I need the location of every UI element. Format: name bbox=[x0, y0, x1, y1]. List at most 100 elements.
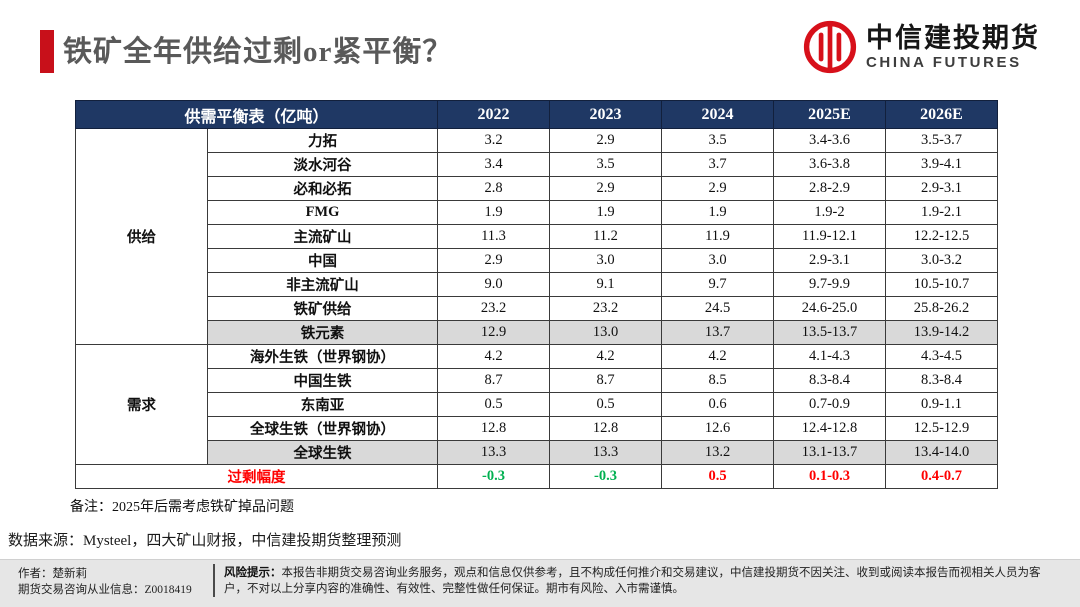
value-cell: 4.2 bbox=[661, 344, 774, 369]
logo-text-block: 中信建投期货 CHINA FUTURES bbox=[866, 23, 1040, 72]
year-column-header: 2022 bbox=[437, 100, 550, 129]
group-label: 需求 bbox=[75, 344, 208, 465]
value-cell: 1.9-2 bbox=[773, 200, 886, 225]
row-label: 主流矿山 bbox=[207, 224, 438, 249]
table-row: 主流矿山 11.3 11.2 11.9 11.9-12.1 12.2-12.5 bbox=[76, 224, 998, 249]
value-cell: 3.4 bbox=[437, 152, 550, 177]
value-cell: 3.0 bbox=[549, 248, 662, 273]
value-cell: 13.3 bbox=[437, 440, 550, 465]
value-cell: 8.3-8.4 bbox=[885, 368, 998, 393]
value-cell: 0.6 bbox=[661, 392, 774, 417]
table-header-row: 供需平衡表（亿吨） 2022 2023 2024 2025E 2026E bbox=[75, 100, 998, 129]
value-cell: 11.9 bbox=[661, 224, 774, 249]
value-cell: 8.3-8.4 bbox=[773, 368, 886, 393]
value-cell: 9.0 bbox=[437, 272, 550, 297]
value-cell: 3.5 bbox=[549, 152, 662, 177]
value-cell: 12.5-12.9 bbox=[885, 416, 998, 441]
company-logo: 中信建投期货 CHINA FUTURES bbox=[803, 20, 1040, 74]
value-cell: 4.1-4.3 bbox=[773, 344, 886, 369]
surplus-row-label: 过剩幅度 bbox=[75, 464, 438, 489]
value-cell: 2.9 bbox=[661, 176, 774, 201]
value-cell: 8.7 bbox=[437, 368, 550, 393]
table-row: 铁矿供给 23.2 23.2 24.5 24.6-25.0 25.8-26.2 bbox=[76, 296, 998, 321]
value-cell: 3.0 bbox=[661, 248, 774, 273]
value-cell: 1.9-2.1 bbox=[885, 200, 998, 225]
author-name: 作者：楚新莉 bbox=[18, 568, 87, 580]
supply-demand-balance-table: 供需平衡表（亿吨） 2022 2023 2024 2025E 2026E 供给 力拓 3.2… bbox=[75, 100, 998, 489]
risk-label: 风险提示： bbox=[224, 567, 282, 579]
value-cell: 24.6-25.0 bbox=[773, 296, 886, 321]
row-label: 必和必拓 bbox=[207, 176, 438, 201]
logo-chinese-name: 中信建投期货 bbox=[866, 22, 1040, 53]
value-cell: 4.2 bbox=[437, 344, 550, 369]
row-label: 中国 bbox=[207, 248, 438, 273]
value-cell: 0.5 bbox=[549, 392, 662, 417]
value-cell: 3.2 bbox=[437, 128, 550, 153]
value-cell: 8.5 bbox=[661, 368, 774, 393]
value-cell: 11.2 bbox=[549, 224, 662, 249]
value-cell: 12.4-12.8 bbox=[773, 416, 886, 441]
value-cell: 9.1 bbox=[549, 272, 662, 297]
surplus-row: 过剩幅度 -0.3 -0.3 0.5 0.1-0.3 0.4-0.7 bbox=[75, 464, 998, 489]
value-cell: 13.9-14.2 bbox=[885, 320, 998, 345]
value-cell: 9.7-9.9 bbox=[773, 272, 886, 297]
value-cell: 1.9 bbox=[549, 200, 662, 225]
group-label: 供给 bbox=[75, 128, 208, 345]
row-label: 全球生铁 bbox=[207, 440, 438, 465]
value-cell: 9.7 bbox=[661, 272, 774, 297]
value-cell: 2.9 bbox=[549, 176, 662, 201]
row-label: 东南亚 bbox=[207, 392, 438, 417]
value-cell: 13.5-13.7 bbox=[773, 320, 886, 345]
value-cell: 4.2 bbox=[549, 344, 662, 369]
value-cell: 2.9 bbox=[437, 248, 550, 273]
value-cell: 25.8-26.2 bbox=[885, 296, 998, 321]
table-row: 淡水河谷 3.4 3.5 3.7 3.6-3.8 3.9-4.1 bbox=[76, 152, 998, 177]
surplus-value-cell: 0.5 bbox=[661, 464, 774, 489]
value-cell: 12.8 bbox=[437, 416, 550, 441]
value-cell: 3.9-4.1 bbox=[885, 152, 998, 177]
title-accent-bar bbox=[40, 30, 54, 73]
table-row: 非主流矿山 9.0 9.1 9.7 9.7-9.9 10.5-10.7 bbox=[76, 272, 998, 297]
table-row: 全球生铁 13.3 13.3 13.2 13.1-13.7 13.4-14.0 bbox=[76, 440, 998, 465]
table-row: 必和必拓 2.8 2.9 2.9 2.8-2.9 2.9-3.1 bbox=[76, 176, 998, 201]
data-source-line: 数据来源：Mysteel，四大矿山财报，中信建投期货整理预测 bbox=[8, 533, 402, 549]
footer-divider bbox=[213, 564, 215, 597]
row-label: 非主流矿山 bbox=[207, 272, 438, 297]
value-cell: 3.6-3.8 bbox=[773, 152, 886, 177]
value-cell: 2.9-3.1 bbox=[885, 176, 998, 201]
page-title-block: 铁矿全年供给过剩or紧平衡？ bbox=[40, 30, 452, 74]
table-corner-header: 供需平衡表（亿吨） bbox=[75, 100, 438, 129]
row-label: 铁元素 bbox=[207, 320, 438, 345]
risk-disclaimer: 风险提示：本报告非期货交易咨询业务服务，观点和信息仅供参考，且不构成任何推介和交… bbox=[224, 565, 1050, 597]
value-cell: 13.7 bbox=[661, 320, 774, 345]
value-cell: 24.5 bbox=[661, 296, 774, 321]
value-cell: 12.8 bbox=[549, 416, 662, 441]
table-remark: 备注：2025年后需考虑铁矿掉品问题 bbox=[70, 500, 294, 515]
value-cell: 3.5-3.7 bbox=[885, 128, 998, 153]
value-cell: 3.7 bbox=[661, 152, 774, 177]
row-label: 中国生铁 bbox=[207, 368, 438, 393]
value-cell: 12.6 bbox=[661, 416, 774, 441]
row-label: 铁矿供给 bbox=[207, 296, 438, 321]
value-cell: 0.5 bbox=[437, 392, 550, 417]
value-cell: 3.5 bbox=[661, 128, 774, 153]
value-cell: 23.2 bbox=[549, 296, 662, 321]
value-cell: 3.0-3.2 bbox=[885, 248, 998, 273]
value-cell: 1.9 bbox=[437, 200, 550, 225]
author-info: 作者：楚新莉 期货交易咨询从业信息：Z0018419 bbox=[18, 566, 192, 598]
value-cell: 13.0 bbox=[549, 320, 662, 345]
surplus-value-cell: -0.3 bbox=[437, 464, 550, 489]
value-cell: 13.3 bbox=[549, 440, 662, 465]
author-license: 期货交易咨询从业信息：Z0018419 bbox=[18, 584, 192, 596]
table-row: 铁元素 12.9 13.0 13.7 13.5-13.7 13.9-14.2 bbox=[76, 320, 998, 345]
table-row: 供给 力拓 3.2 2.9 3.5 3.4-3.6 3.5-3.7 bbox=[75, 128, 998, 345]
value-cell: 2.9-3.1 bbox=[773, 248, 886, 273]
year-column-header: 2025E bbox=[773, 100, 886, 129]
value-cell: 8.7 bbox=[549, 368, 662, 393]
risk-text: 本报告非期货交易咨询业务服务，观点和信息仅供参考，且不构成任何推介和交易建议，中… bbox=[224, 567, 1041, 595]
value-cell: 10.5-10.7 bbox=[885, 272, 998, 297]
page-title: 铁矿全年供给过剩or紧平衡？ bbox=[63, 36, 453, 68]
year-column-header: 2026E bbox=[885, 100, 998, 129]
value-cell: 2.8-2.9 bbox=[773, 176, 886, 201]
